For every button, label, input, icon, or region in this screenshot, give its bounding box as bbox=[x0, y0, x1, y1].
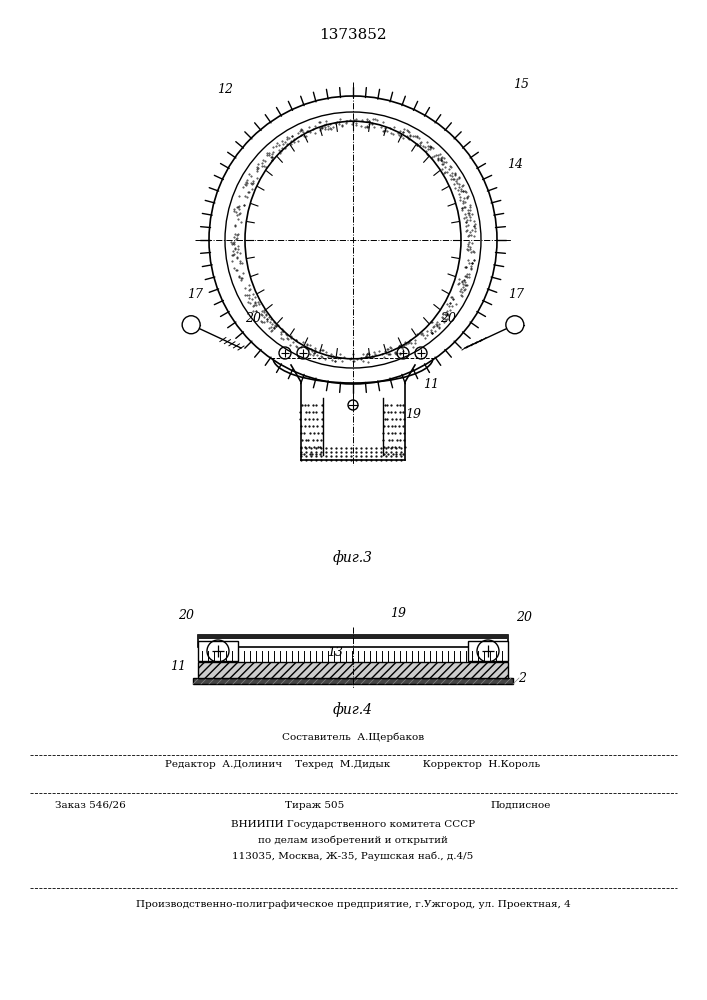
Text: Тираж 505: Тираж 505 bbox=[285, 801, 344, 810]
Text: Редактор  А.Долинич    Техред  М.Дидык          Корректор  Н.Король: Редактор А.Долинич Техред М.Дидык Коррек… bbox=[165, 760, 541, 769]
Text: 2: 2 bbox=[518, 672, 526, 685]
Text: фиг.4: фиг.4 bbox=[333, 703, 373, 717]
Text: 17: 17 bbox=[187, 288, 203, 301]
Text: 12: 12 bbox=[217, 83, 233, 96]
Bar bbox=[198, 641, 238, 661]
Text: 20: 20 bbox=[178, 609, 194, 622]
Text: Производственно-полиграфическое предприятие, г.Ужгород, ул. Проектная, 4: Производственно-полиграфическое предприя… bbox=[136, 900, 571, 909]
Text: 13: 13 bbox=[327, 646, 343, 659]
Circle shape bbox=[506, 316, 524, 334]
Text: 20: 20 bbox=[440, 312, 456, 325]
Bar bbox=[198, 662, 508, 678]
Circle shape bbox=[182, 316, 200, 334]
Bar bbox=[198, 635, 508, 647]
Text: 14: 14 bbox=[507, 158, 523, 171]
Text: 11: 11 bbox=[423, 378, 439, 391]
Text: 17: 17 bbox=[508, 288, 524, 301]
Text: 20: 20 bbox=[245, 312, 261, 325]
Text: 19: 19 bbox=[390, 607, 406, 620]
Bar bbox=[468, 641, 508, 661]
Text: 11: 11 bbox=[170, 660, 186, 673]
Text: Подписное: Подписное bbox=[490, 801, 550, 810]
Bar bbox=[198, 635, 508, 639]
Text: по делам изобретений и открытий: по делам изобретений и открытий bbox=[258, 836, 448, 845]
Text: Заказ 546/26: Заказ 546/26 bbox=[55, 801, 126, 810]
Text: Составитель  А.Щербаков: Составитель А.Щербаков bbox=[282, 732, 424, 742]
Text: 15: 15 bbox=[513, 78, 529, 91]
Text: 19: 19 bbox=[405, 408, 421, 421]
Bar bbox=[193, 678, 513, 684]
Text: 113035, Москва, Ж-35, Раушская наб., д.4/5: 113035, Москва, Ж-35, Раушская наб., д.4… bbox=[233, 852, 474, 861]
Text: 1373852: 1373852 bbox=[319, 28, 387, 42]
Text: ВНИИПИ Государственного комитета СССР: ВНИИПИ Государственного комитета СССР bbox=[231, 820, 475, 829]
Text: фиг.3: фиг.3 bbox=[333, 551, 373, 565]
Text: 20: 20 bbox=[516, 611, 532, 624]
